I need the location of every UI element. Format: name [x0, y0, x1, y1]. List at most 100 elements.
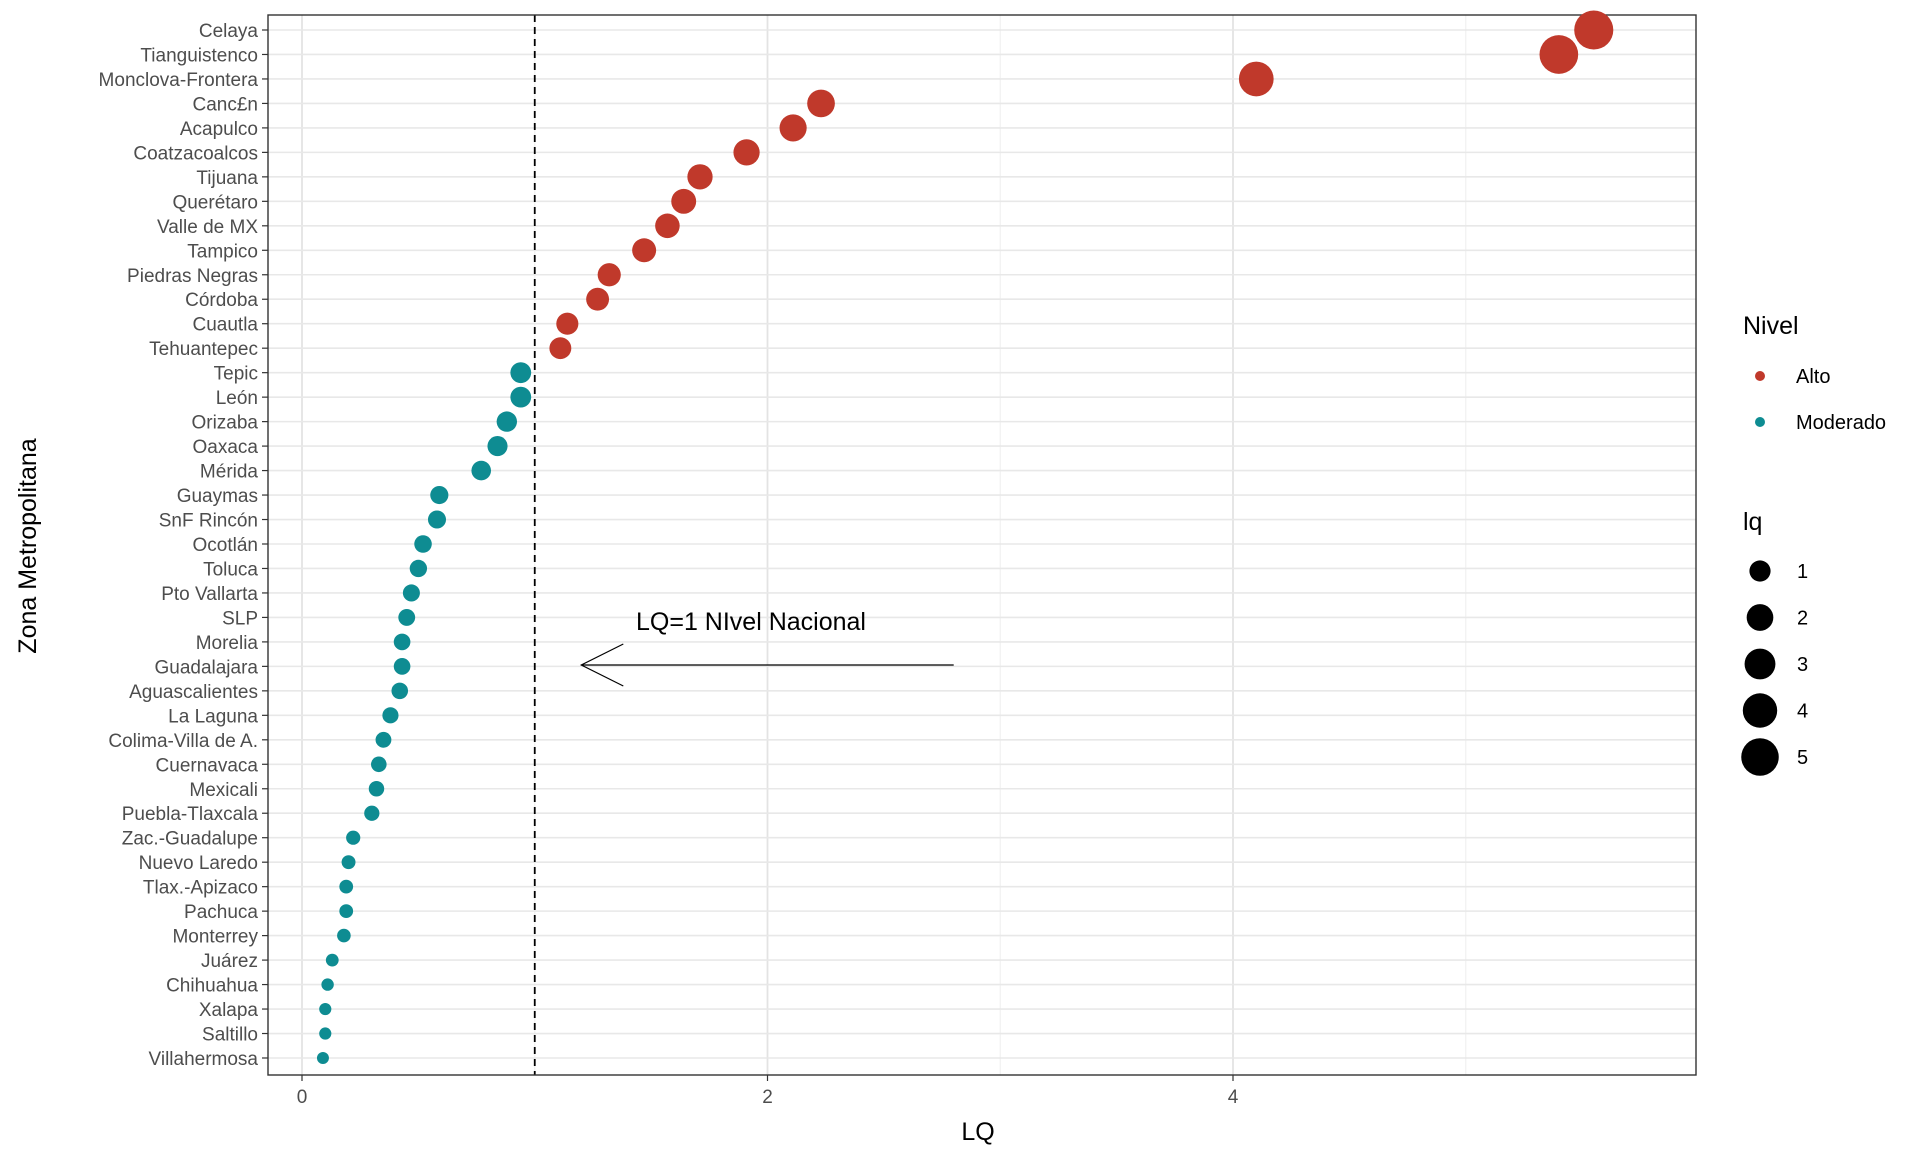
y-tick-label: Zac.-Guadalupe: [122, 829, 258, 850]
y-tick-label: Juárez: [201, 951, 258, 972]
data-point: [375, 731, 392, 748]
legend-color-key: [1755, 371, 1765, 381]
y-tick-label: Tijuana: [196, 168, 258, 189]
data-point: [393, 658, 411, 675]
data-points: [316, 10, 1614, 1064]
y-axis-ticks: Celaya Tianguistenco Monclova-Frontera Canc…: [99, 21, 268, 1070]
legend: Nivel Alto Moderado lq 1 2 3 4 5: [1741, 312, 1886, 776]
data-point: [597, 263, 621, 287]
data-point: [510, 386, 532, 408]
data-point: [391, 682, 409, 700]
legend-size-key: [1746, 604, 1774, 631]
legend-color-label: Moderado: [1796, 412, 1886, 434]
y-tick-label: Saltillo: [202, 1025, 258, 1046]
data-point: [549, 337, 572, 360]
data-point: [321, 978, 334, 991]
y-tick-label: Colima-Villa de A.: [108, 731, 258, 752]
y-tick-label: Monterrey: [172, 927, 258, 948]
data-point: [1539, 35, 1579, 74]
legend-size-items: 1 2 3 4 5: [1741, 560, 1808, 776]
y-tick-label: Toluca: [203, 559, 258, 580]
y-tick-label: Piedras Negras: [127, 266, 258, 287]
y-tick-label: Chihuahua: [166, 976, 258, 997]
arrow-head: [579, 643, 624, 687]
y-tick-label: Tlax.-Apizaco: [143, 878, 258, 899]
panel-border: [267, 14, 1697, 1076]
y-tick-label: Tehuantepec: [149, 339, 258, 360]
y-tick-label: SnF Rincón: [159, 511, 258, 532]
y-tick-label: Tepic: [214, 364, 258, 385]
y-tick-label: Villahermosa: [149, 1049, 259, 1070]
data-point: [398, 608, 416, 626]
legend-size-label: 5: [1797, 747, 1808, 769]
legend-color-title: Nivel: [1743, 312, 1799, 340]
data-point: [496, 411, 518, 432]
y-tick-label: Córdoba: [185, 290, 258, 311]
x-tick-label: 2: [762, 1087, 773, 1108]
legend-size-key: [1749, 560, 1771, 582]
data-point: [586, 287, 610, 311]
y-tick-label: Pachuca: [184, 902, 258, 923]
y-tick-label: Celaya: [199, 21, 259, 42]
y-tick-label: Cuautla: [193, 315, 259, 336]
y-tick-label: Guadalajara: [154, 657, 258, 678]
data-point: [510, 362, 532, 384]
data-point: [364, 805, 380, 821]
plot-panel: [267, 14, 1697, 1076]
legend-size-label: 2: [1797, 608, 1808, 630]
y-tick-label: SLP: [222, 608, 258, 629]
x-axis-title: LQ: [961, 1118, 994, 1146]
legend-size-label: 3: [1797, 654, 1808, 676]
data-point: [409, 559, 428, 578]
legend-color-items: Alto Moderado: [1755, 366, 1886, 434]
y-tick-label: Aguascalientes: [129, 682, 258, 703]
legend-size-title: lq: [1743, 508, 1762, 536]
legend-color-label: Alto: [1796, 366, 1830, 388]
data-point: [471, 460, 492, 481]
data-point: [655, 213, 680, 239]
legend-size-label: 1: [1797, 561, 1808, 583]
data-point: [779, 114, 807, 142]
y-tick-label: Mérida: [200, 462, 259, 483]
data-point: [733, 139, 760, 166]
data-point: [414, 535, 432, 553]
y-tick-label: Coatzacoalcos: [133, 143, 258, 164]
data-point: [556, 312, 579, 335]
y-tick-label: Guaymas: [177, 486, 258, 507]
panel-background: [268, 15, 1696, 1075]
y-tick-label: La Laguna: [168, 706, 258, 727]
y-tick-label: Ocotlán: [193, 535, 258, 556]
data-point: [319, 1027, 332, 1040]
annotation: LQ=1 NIvel Nacional: [579, 608, 954, 687]
data-point: [346, 830, 361, 845]
y-tick-label: León: [216, 388, 258, 409]
y-tick-label: Morelia: [196, 633, 259, 654]
y-tick-label: Querétaro: [172, 192, 258, 213]
legend-size-key: [1741, 738, 1779, 776]
data-point: [341, 855, 356, 870]
x-tick-label: 4: [1228, 1087, 1239, 1108]
y-tick-label: Puebla-Tlaxcala: [122, 804, 259, 825]
y-tick-label: Mexicali: [189, 780, 258, 801]
data-point: [319, 1002, 332, 1016]
data-point: [382, 707, 399, 724]
y-tick-label: Tampico: [187, 241, 258, 262]
data-point: [1238, 61, 1274, 97]
data-point: [487, 436, 508, 457]
data-point: [807, 89, 835, 118]
data-point: [325, 953, 339, 967]
data-point: [368, 781, 385, 797]
legend-size-key: [1742, 693, 1778, 728]
legend-size-label: 4: [1797, 701, 1808, 723]
data-point: [671, 188, 697, 214]
x-tick-label: 0: [297, 1087, 308, 1108]
annotation-label: LQ=1 NIvel Nacional: [636, 608, 866, 636]
y-tick-label: Acapulco: [180, 119, 258, 140]
data-point: [632, 238, 657, 263]
legend-color-key: [1755, 417, 1765, 427]
data-point: [402, 584, 420, 602]
y-tick-label: Canc£n: [193, 94, 259, 115]
data-point: [316, 1052, 329, 1064]
y-tick-label: Tianguistenco: [140, 45, 258, 66]
